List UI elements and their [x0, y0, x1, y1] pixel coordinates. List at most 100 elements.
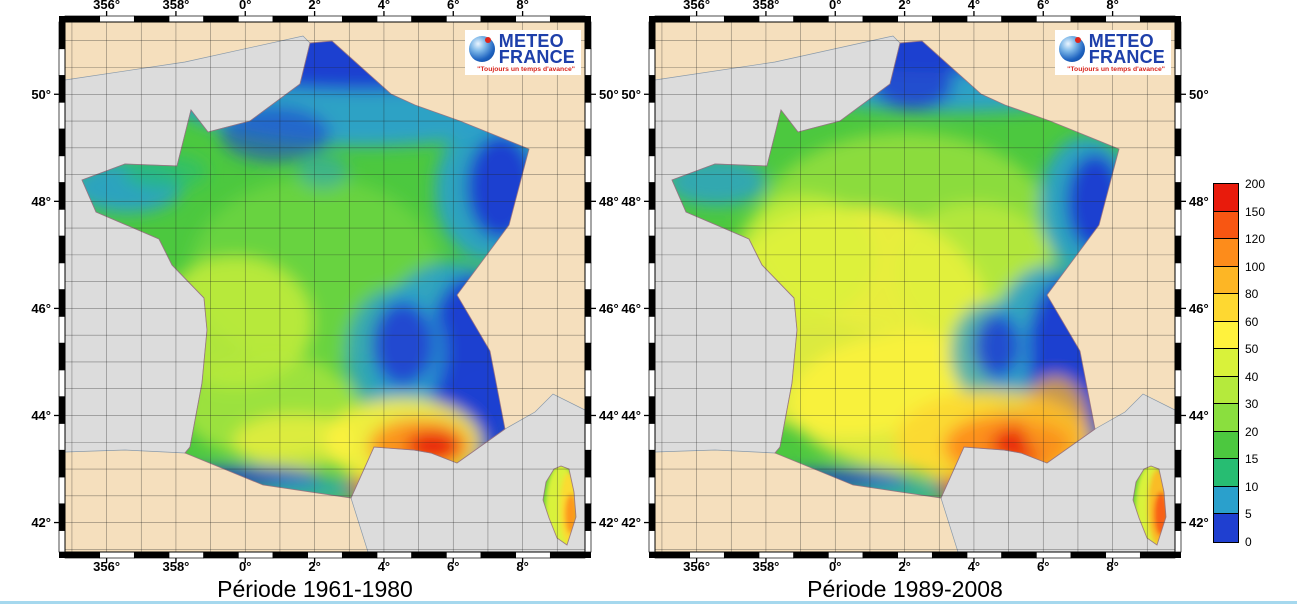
- axis-tick-label: 0°: [239, 559, 251, 574]
- axis-tick-label: 50°: [621, 87, 641, 102]
- meteo-france-logo: METEO FRANCE "Toujours un temps d'avance…: [464, 30, 581, 75]
- colorbar-cell: [1214, 184, 1238, 212]
- colorbar-cell: [1214, 376, 1238, 404]
- colorbar-cell: [1214, 459, 1238, 487]
- colorbar: 200 150 120 100 80 60 50 40 30 20 15 10 5 0: [1213, 177, 1265, 549]
- colorbar-cell: [1214, 211, 1238, 239]
- colorbar-label: 60: [1245, 314, 1259, 329]
- axis-tick-label: 2°: [898, 559, 910, 574]
- colorbar-label: 5: [1245, 507, 1252, 521]
- axis-tick-label: 48°: [1189, 194, 1209, 209]
- axis-tick-label: 358°: [162, 0, 189, 12]
- axis-tick-label: 42°: [621, 515, 641, 530]
- colorbar-label: 20: [1245, 424, 1259, 439]
- map-panel-1961-1980: 356° 356° 358° 358° 0° 0° 2° 2° 4° 4° 6° 6° 8° 8° 42° 4…: [31, 0, 618, 574]
- caption-period-1989-2008: Période 1989-2008: [807, 576, 1003, 602]
- axis-tick-label: 46°: [621, 301, 641, 316]
- axis-tick-label: 2°: [898, 0, 910, 12]
- logo-line1: METEO: [1088, 31, 1154, 51]
- axis-tick-label: 6°: [447, 0, 459, 12]
- logo-tagline: "Toujours un temps d'avance": [1067, 66, 1165, 73]
- colorbar-cell: [1214, 486, 1238, 514]
- axis-ticks: 356° 356° 358° 358° 0° 0° 2° 2° 4° 4° 6° 6° 8° 8° 42° 4…: [621, 0, 1208, 574]
- axis-tick-label: 50°: [1189, 87, 1209, 102]
- footer-divider-line: [0, 601, 1297, 604]
- logo-line2: FRANCE: [1088, 47, 1165, 67]
- axis-tick-label: 42°: [1189, 515, 1209, 530]
- axis-tick-label: 2°: [308, 559, 320, 574]
- colorbar-label: 40: [1245, 369, 1259, 384]
- axis-tick-label: 356°: [683, 0, 710, 12]
- colorbar-label: 100: [1245, 259, 1266, 274]
- axis-tick-label: 44°: [599, 408, 619, 423]
- colorbar-cell: [1214, 294, 1238, 322]
- colorbar-label: 150: [1245, 204, 1266, 219]
- axis-tick-label: 358°: [752, 559, 779, 574]
- map-plot-1961-1980: 356° 356° 358° 358° 0° 0° 2° 2° 4° 4° 6° 6° 8° 8° 42° 4…: [31, 0, 618, 574]
- axis-tick-label: 6°: [447, 559, 459, 574]
- map-frame: [58, 15, 592, 559]
- logo-row: METEO FRANCE: [1058, 31, 1165, 67]
- colorbar-label: 0: [1245, 534, 1252, 549]
- axis-tick-label: 44°: [31, 408, 51, 423]
- axis-tick-label: 48°: [599, 194, 619, 209]
- logo-wordmark: METEO FRANCE: [1088, 31, 1165, 67]
- meteo-france-globe-icon: [1058, 36, 1085, 62]
- axis-tick-label: 42°: [599, 515, 619, 530]
- map-panel-1989-2008: 356° 356° 358° 358° 0° 0° 2° 2° 4° 4° 6° 6° 8° 8° 42° 4…: [621, 0, 1208, 574]
- graticule-grid: [65, 22, 585, 552]
- axis-tick-label: 2°: [308, 0, 320, 12]
- colorbar-label: 120: [1245, 232, 1266, 246]
- meteo-france-logo: METEO FRANCE "Toujours un temps d'avance…: [1054, 30, 1171, 75]
- logo-line2: FRANCE: [498, 47, 575, 67]
- axis-tick-label: 48°: [621, 194, 641, 209]
- globe-red-dot-icon: [1074, 37, 1081, 43]
- graticule-grid: [655, 22, 1175, 552]
- axis-tick-label: 44°: [1189, 408, 1209, 423]
- logo-tagline: "Toujours un temps d'avance": [477, 66, 575, 73]
- colorbar-label: 15: [1245, 452, 1259, 466]
- axis-tick-label: 0°: [829, 559, 841, 574]
- corsica-outline: [542, 465, 577, 546]
- colorbar-cell: [1214, 321, 1238, 349]
- colorbar-cell: [1214, 349, 1238, 377]
- axis-tick-label: 8°: [1106, 0, 1118, 12]
- axis-tick-label: 46°: [1189, 301, 1209, 316]
- colorbar-scale: [1213, 183, 1239, 543]
- axis-tick-label: 6°: [1037, 0, 1049, 12]
- colorbar-label: 80: [1245, 287, 1259, 301]
- colorbar-label: 30: [1245, 397, 1259, 411]
- colorbar-cell: [1214, 239, 1238, 267]
- logo-row: METEO FRANCE: [468, 31, 575, 67]
- axis-tick-label: 356°: [93, 559, 120, 574]
- axis-tick-label: 4°: [968, 0, 980, 12]
- axis-tick-label: 358°: [752, 0, 779, 12]
- colorbar-cell: [1214, 514, 1238, 542]
- colorbar-cell: [1214, 404, 1238, 432]
- map-frame: [648, 15, 1182, 559]
- axis-tick-label: 6°: [1037, 559, 1049, 574]
- map-plot-1989-2008: 356° 356° 358° 358° 0° 0° 2° 2° 4° 4° 6° 6° 8° 8° 42° 4…: [621, 0, 1208, 574]
- axis-tick-label: 356°: [93, 0, 120, 12]
- axis-ticks: 356° 356° 358° 358° 0° 0° 2° 2° 4° 4° 6° 6° 8° 8° 42° 4…: [31, 0, 618, 574]
- axis-tick-label: 8°: [516, 0, 528, 12]
- colorbar-label: 200: [1245, 177, 1266, 191]
- axis-tick-label: 46°: [599, 301, 619, 316]
- globe-red-dot-icon: [484, 37, 491, 43]
- colorbar-label: 50: [1245, 342, 1259, 356]
- corsica-outline: [1132, 465, 1167, 546]
- axis-tick-label: 8°: [1106, 559, 1118, 574]
- logo-line1: METEO: [498, 31, 564, 51]
- axis-tick-label: 0°: [239, 0, 251, 12]
- logo-wordmark: METEO FRANCE: [498, 31, 575, 67]
- axis-tick-label: 4°: [378, 559, 390, 574]
- axis-tick-label: 0°: [829, 0, 841, 12]
- axis-tick-label: 48°: [31, 194, 51, 209]
- axis-tick-label: 50°: [31, 87, 51, 102]
- axis-tick-label: 44°: [621, 408, 641, 423]
- colorbar-cell: [1214, 266, 1238, 294]
- meteo-france-globe-icon: [468, 36, 495, 62]
- colorbar-cell: [1214, 431, 1238, 459]
- axis-tick-label: 42°: [31, 515, 51, 530]
